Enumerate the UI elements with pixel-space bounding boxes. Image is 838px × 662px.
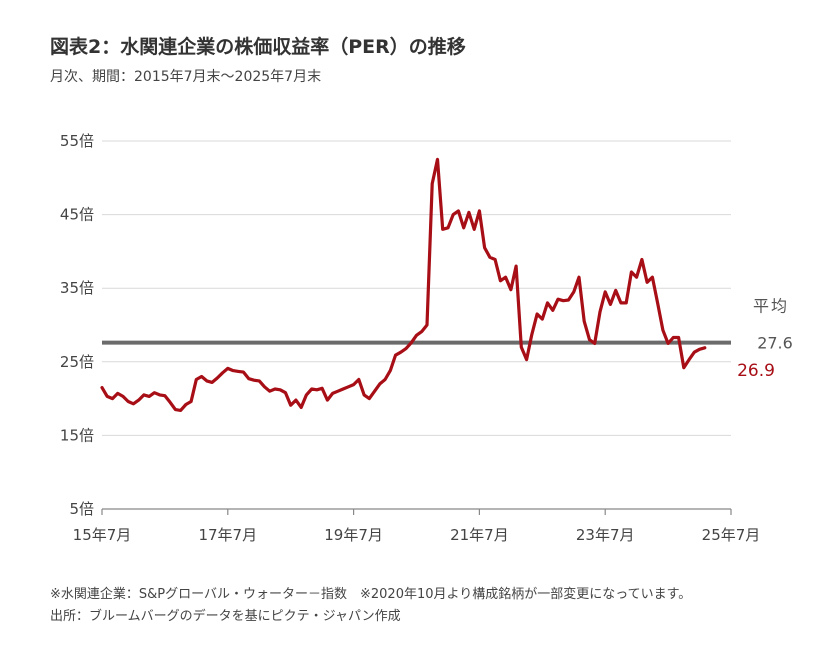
annotation-group: 平均 27.6 26.9 — [737, 297, 793, 381]
y-tick-label: 55倍 — [60, 132, 94, 150]
footnotes: ※水関連企業：S&Pグローバル・ウォーター－指数 ※2020年10月より構成銘柄… — [50, 584, 691, 628]
y-tick-label: 5倍 — [69, 500, 94, 518]
y-axis-ticks: 5倍 15倍 25倍 35倍 45倍 55倍 — [60, 132, 94, 518]
x-tick-label: 19年7月 — [324, 526, 383, 544]
per-line-chart: 5倍 15倍 25倍 35倍 45倍 55倍 15年7月 17年7月 19年7月 21年7月 23… — [60, 132, 793, 544]
x-tick-label: 17年7月 — [198, 526, 257, 544]
x-tick-label: 21年7月 — [450, 526, 509, 544]
average-value-label: 27.6 — [757, 334, 793, 353]
footnote-source-index: ※水関連企業：S&Pグローバル・ウォーター－指数 ※2020年10月より構成銘柄… — [50, 587, 692, 602]
gridlines — [102, 140, 731, 436]
y-tick-label: 35倍 — [60, 279, 94, 297]
per-series-line — [100, 157, 707, 412]
chart-subtitle: 月次、期間：2015年7月末～2025年7月末 — [50, 69, 322, 85]
y-tick-label: 45倍 — [60, 206, 94, 224]
x-tick-label: 23年7月 — [576, 526, 635, 544]
x-tick-label: 25年7月 — [702, 526, 761, 544]
x-axis: 15年7月 17年7月 19年7月 21年7月 23年7月 25年7月 — [73, 508, 761, 544]
y-tick-label: 25倍 — [60, 353, 94, 371]
x-tick-label: 15年7月 — [73, 526, 132, 544]
series-group — [100, 157, 731, 412]
last-value-label: 26.9 — [737, 361, 775, 381]
average-label: 平均 — [753, 297, 789, 316]
chart-title: 図表2：水関連企業の株価収益率（PER）の推移 — [50, 36, 466, 58]
y-tick-label: 15倍 — [60, 426, 94, 444]
footnote-data-source: 出所：ブルームバーグのデータを基にピクテ・ジャパン作成 — [50, 609, 401, 624]
